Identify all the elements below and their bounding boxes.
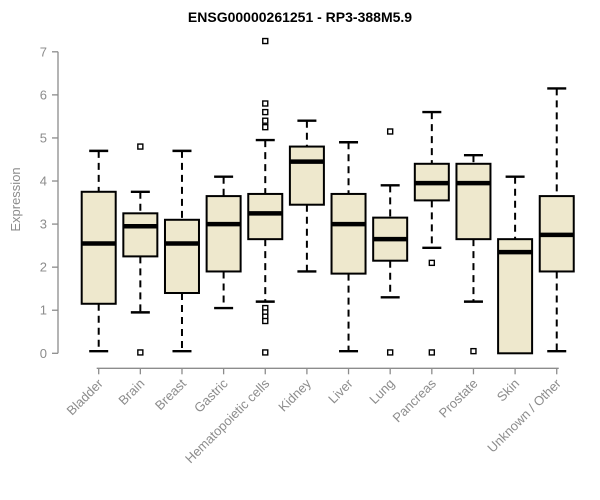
outlier-point (262, 117, 269, 124)
y-tick-label: 6 (40, 87, 47, 102)
outlier-point (386, 349, 394, 356)
x-tick-label: Skin (494, 376, 522, 404)
x-tick-label: Bladder (64, 375, 107, 418)
iqr-box (247, 192, 284, 241)
iqr-box (497, 238, 534, 355)
iqr-box (288, 145, 325, 206)
chart-title: ENSG00000261251 - RP3-388M5.9 (187, 9, 413, 25)
iqr-box (122, 212, 159, 258)
x-tick-label: Liver (325, 375, 356, 406)
x-tick-label: Kidney (275, 375, 314, 414)
outlier-point (137, 349, 144, 356)
y-tick-label: 1 (40, 303, 47, 318)
y-tick-label: 0 (40, 346, 47, 361)
outlier-point (262, 37, 269, 45)
iqr-box (80, 190, 117, 305)
outlier-point (262, 108, 269, 116)
x-tick-label: Breast (152, 376, 189, 413)
iqr-box (455, 162, 492, 241)
iqr-box (330, 192, 367, 275)
outlier-point (386, 128, 394, 135)
outlier-point (262, 349, 269, 356)
x-tick-label: Pancreas (389, 375, 439, 425)
x-tick-label: Unknown / Other (484, 375, 564, 455)
y-axis-title: Expression (8, 167, 23, 232)
y-tick-label: 5 (40, 130, 47, 145)
outlier-point (470, 347, 477, 355)
y-tick-label: 2 (40, 260, 47, 275)
iqr-box (163, 218, 200, 295)
outlier-point (428, 349, 436, 356)
outlier-point (262, 123, 269, 131)
iqr-box (205, 195, 242, 273)
y-tick-label: 7 (40, 44, 47, 59)
outlier-point (428, 259, 436, 267)
y-tick-label: 4 (40, 174, 47, 189)
x-tick-label: Prostate (436, 376, 481, 421)
x-tick-label: Gastric (191, 375, 231, 415)
outlier-point (262, 100, 269, 107)
y-tick-label: 3 (40, 217, 47, 232)
x-tick-label: Brain (115, 376, 147, 408)
x-tick-label: Lung (366, 376, 397, 407)
outlier-point (262, 317, 269, 325)
outlier-point (137, 143, 144, 150)
